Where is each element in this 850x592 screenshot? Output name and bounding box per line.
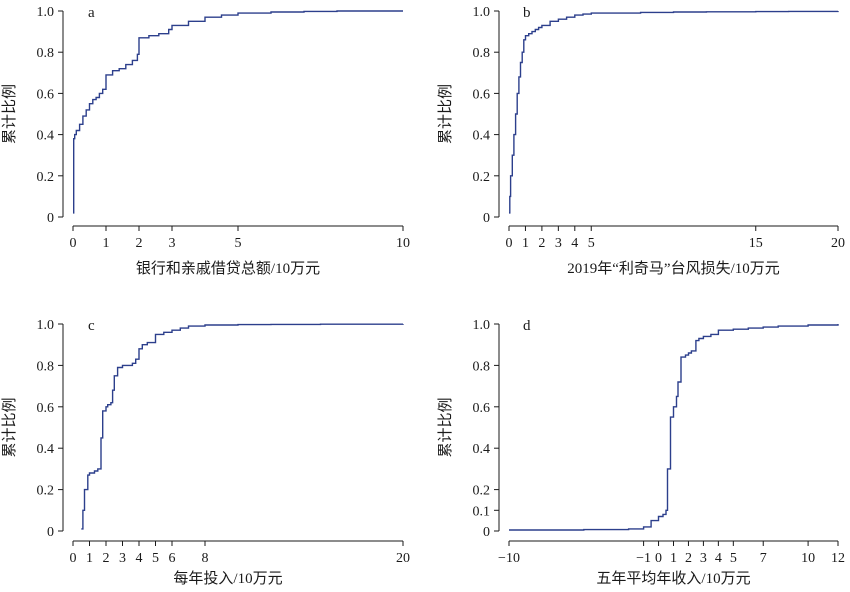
y-tick-label: 0: [47, 211, 54, 226]
y-tick-label: 0.6: [37, 87, 55, 102]
y-tick-label: 0.2: [473, 484, 491, 499]
y-tick-label: 0: [483, 525, 490, 540]
y-tick-label: 0.4: [37, 442, 55, 457]
y-tick-label: 0.8: [37, 359, 55, 374]
x-tick-label: 3: [700, 551, 707, 566]
x-tick-label: 20: [831, 236, 845, 251]
x-tick-label: 12: [831, 551, 845, 566]
cdf-line: [81, 323, 404, 530]
y-tick-label: 1.0: [37, 318, 55, 333]
panel-label: a: [88, 5, 95, 21]
y-tick-label: 0.4: [37, 129, 55, 144]
cdf-line: [73, 10, 403, 214]
x-tick-label: 0: [70, 551, 77, 566]
x-tick-label: 1: [522, 236, 529, 251]
x-tick-label: 2: [685, 551, 692, 566]
y-axis-title: 累计比例: [1, 84, 18, 144]
y-tick-label: 0.2: [37, 484, 55, 499]
x-tick-label: 3: [119, 551, 126, 566]
y-tick-label: 0.4: [473, 442, 491, 457]
x-tick-label: 15: [749, 236, 763, 251]
y-tick-label: 0.4: [473, 129, 491, 144]
x-tick-label: 10: [396, 236, 410, 251]
x-tick-label: 5: [588, 236, 595, 251]
y-tick-label: 0.6: [473, 87, 491, 102]
panel-label: b: [523, 5, 531, 21]
y-axis-title: 累计比例: [437, 84, 454, 144]
y-axis-title: 累计比例: [437, 397, 454, 457]
y-tick-label: 0.1: [473, 504, 491, 519]
y-tick-label: 0.8: [37, 46, 55, 61]
x-tick-label: 4: [571, 236, 578, 251]
x-axis-title: 每年投入/10万元: [173, 570, 282, 587]
x-tick-label: 0: [506, 236, 513, 251]
panel-label: d: [523, 318, 531, 334]
y-tick-label: 1.0: [37, 5, 55, 20]
x-tick-label: 20: [396, 551, 410, 566]
y-tick-label: 1.0: [473, 5, 491, 20]
x-tick-label: −1: [636, 551, 651, 566]
x-tick-label: 10: [801, 551, 815, 566]
x-tick-label: 2: [136, 236, 143, 251]
x-axis-title: 五年平均年收入/10万元: [596, 570, 750, 587]
chart-panel-d: 00.10.20.40.60.81.0−10 −1 0 1 2 3 4 5 7 10 12五年平均年…: [437, 318, 845, 587]
x-tick-label: 2: [538, 236, 545, 251]
y-tick-label: 0: [483, 211, 490, 226]
x-tick-label: 0: [70, 236, 77, 251]
x-tick-label: 3: [169, 236, 176, 251]
x-tick-label: 8: [202, 551, 209, 566]
y-tick-label: 0.2: [473, 170, 491, 185]
y-tick-label: 0.8: [473, 359, 491, 374]
chart-panel-a: 0 0.2 0.4 0.6 0.8 1.0 0 1 2 3 5 10 银行和亲戚借贷总额/10万元 累计比…: [1, 5, 410, 277]
x-tick-label: 2: [103, 551, 110, 566]
chart-panel-b: 00.20.40.60.81.00 1 2 3 4 5 15 202019年“利奇马”台风损失…: [437, 5, 845, 277]
cdf-line: [509, 324, 839, 531]
x-tick-label: 6: [169, 551, 176, 566]
x-axis-title: 银行和亲戚借贷总额/10万元: [136, 260, 320, 277]
x-tick-label: 4: [715, 551, 722, 566]
y-tick-label: 1.0: [473, 318, 491, 333]
x-tick-label: 4: [136, 551, 143, 566]
x-tick-label: 3: [555, 236, 562, 251]
y-axis-title: 累计比例: [1, 397, 18, 457]
x-tick-label: 1: [103, 236, 110, 251]
x-tick-label: 5: [235, 236, 242, 251]
x-axis-title: 2019年“利奇马”台风损失/10万元: [567, 260, 779, 277]
y-tick-label: 0.8: [473, 46, 491, 61]
panel-label: c: [88, 318, 95, 334]
y-tick-label: 0: [47, 525, 54, 540]
x-tick-label: 1: [670, 551, 677, 566]
x-tick-label: 1: [86, 551, 93, 566]
x-tick-label: −10: [498, 551, 520, 566]
x-tick-label: 5: [152, 551, 159, 566]
x-tick-label: 5: [730, 551, 737, 566]
cdf-line: [509, 10, 839, 214]
x-tick-label: 7: [760, 551, 767, 566]
y-tick-label: 0.2: [37, 170, 55, 185]
x-tick-label: 0: [655, 551, 662, 566]
y-tick-label: 0.6: [473, 401, 491, 416]
y-tick-label: 0.6: [37, 401, 55, 416]
